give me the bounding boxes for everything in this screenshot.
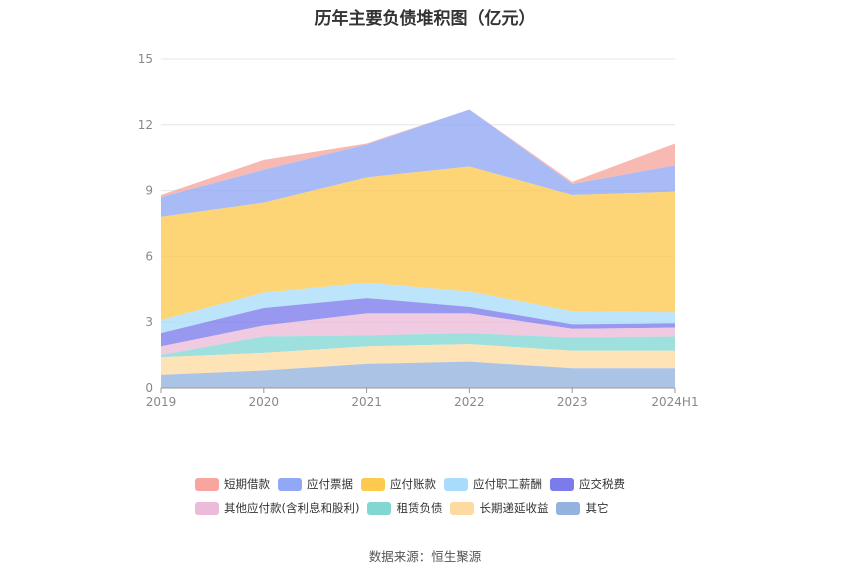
legend-label: 长期递延收益 xyxy=(479,501,549,515)
legend-swatch xyxy=(367,501,392,515)
legend-item[interactable]: 其它 xyxy=(556,500,608,516)
legend-swatch xyxy=(195,477,219,491)
chart-title: 历年主要负债堆积图（亿元） xyxy=(314,9,536,29)
legend-label: 应付职工薪酬 xyxy=(473,477,542,491)
legend-swatch xyxy=(550,477,574,491)
y-tick-label: 9 xyxy=(145,184,153,198)
x-tick-label: 2023 xyxy=(557,395,588,409)
legend: 短期借款 应付票据 应付账款 应付职工薪酬 应交税费 其他应付款(含利息和股利) 租赁负债… xyxy=(195,472,665,520)
legend-swatch xyxy=(444,477,468,491)
legend-label: 应付账款 xyxy=(390,477,436,491)
legend-item[interactable]: 应交税费 xyxy=(550,476,625,492)
y-tick-label: 12 xyxy=(138,118,153,132)
x-tick-label: 2020 xyxy=(249,395,280,409)
y-tick-label: 6 xyxy=(145,249,153,263)
source-note: 数据来源：恒生聚源 xyxy=(368,549,482,564)
area-series xyxy=(161,109,675,388)
axes: 0 3 6 9 12 15 2019 2020 2021 2022 2023 2024H1 xyxy=(138,52,699,409)
legend-swatch xyxy=(361,477,385,491)
legend-swatch xyxy=(278,477,302,491)
area-应付账款 xyxy=(161,166,675,321)
area-租赁负债 xyxy=(161,333,675,358)
legend-item[interactable]: 短期借款 xyxy=(195,476,270,492)
legend-row: 其他应付款(含利息和股利) 租赁负债 长期递延收益 其它 xyxy=(195,496,665,520)
x-tick-label: 2022 xyxy=(454,395,485,409)
legend-swatch xyxy=(556,501,581,515)
legend-swatch xyxy=(450,501,475,515)
legend-label: 应交税费 xyxy=(579,477,625,491)
legend-label: 其它 xyxy=(585,501,609,515)
y-tick-label: 3 xyxy=(145,315,153,329)
legend-item[interactable]: 应付账款 xyxy=(361,476,436,492)
area-其它 xyxy=(161,361,675,388)
legend-label: 租赁负债 xyxy=(396,501,443,515)
legend-item[interactable]: 长期递延收益 xyxy=(450,500,548,516)
legend-item[interactable]: 租赁负债 xyxy=(367,500,442,516)
legend-label: 应付票据 xyxy=(307,477,353,491)
legend-label: 短期借款 xyxy=(224,477,270,491)
area-长期递延收益 xyxy=(161,344,675,375)
area-其他应付款(含利息和股利) xyxy=(161,313,675,356)
legend-row: 短期借款 应付票据 应付账款 应付职工薪酬 应交税费 xyxy=(195,472,665,496)
area-应交税费 xyxy=(161,298,675,347)
area-应付票据 xyxy=(161,109,675,217)
x-tick-label: 2019 xyxy=(146,395,177,409)
legend-label: 其他应付款(含利息和股利) xyxy=(224,501,360,515)
x-tick-label: 2021 xyxy=(351,395,382,409)
x-tick-label: 2024H1 xyxy=(651,395,698,409)
legend-item[interactable]: 应付票据 xyxy=(278,476,353,492)
legend-item[interactable]: 其他应付款(含利息和股利) xyxy=(195,500,359,516)
y-tick-label: 0 xyxy=(145,381,153,395)
legend-item[interactable]: 应付职工薪酬 xyxy=(444,476,542,492)
y-tick-label: 15 xyxy=(138,52,153,66)
legend-swatch xyxy=(195,501,219,515)
area-应付职工薪酬 xyxy=(161,282,675,334)
